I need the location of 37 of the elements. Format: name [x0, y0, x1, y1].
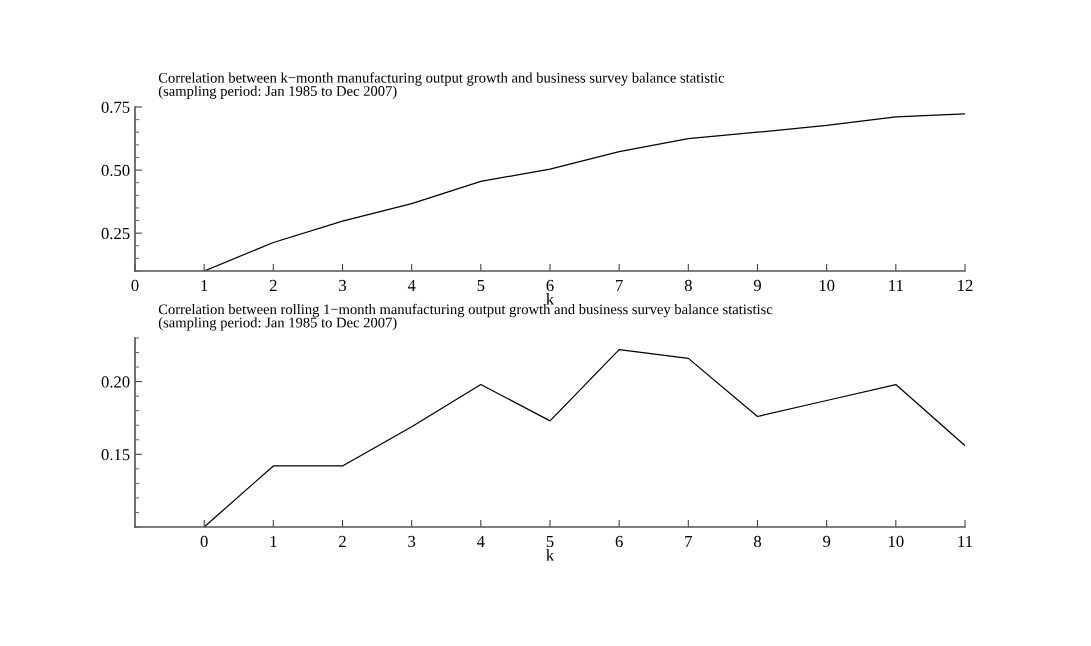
x-tick-label: 10: [888, 535, 904, 548]
x-tick-label: 9: [753, 279, 761, 292]
chart-title: Correlation between k−month manufacturing output growth and business survey balance statistic: [158, 72, 725, 86]
x-tick-label: 4: [476, 535, 485, 547]
x-axis-title: k: [546, 293, 555, 305]
x-tick-label: 0: [131, 279, 139, 292]
x-tick-label: 1: [201, 279, 208, 291]
x-tick-label: 5: [477, 279, 485, 292]
x-tick-label: 1: [270, 535, 277, 547]
x-tick-label: 9: [823, 535, 831, 548]
x-tick-label: 11: [889, 279, 903, 291]
x-axis-title: k: [546, 549, 555, 561]
x-tick-label: 0: [200, 535, 208, 548]
chart-subtitle: (sampling period: Jan 1985 to Dec 2007): [158, 317, 397, 331]
x-tick-label: 7: [685, 535, 693, 547]
x-tick-label: 7: [616, 279, 623, 291]
x-tick-label: 11: [958, 535, 973, 547]
line-series: [203, 113, 965, 271]
x-tick-label: 10: [819, 279, 835, 292]
x-tick-label: 12: [958, 279, 973, 291]
x-tick-label: 3: [408, 535, 416, 548]
x-tick-label: 8: [684, 279, 692, 292]
line-series: [203, 349, 965, 527]
x-tick-label: 2: [339, 535, 346, 547]
x-tick-label: 6: [546, 279, 554, 292]
y-tick-label: 0.20: [101, 376, 130, 388]
x-tick-label: 5: [546, 535, 554, 548]
chart-subtitle: (sampling period: Jan 1985 to Dec 2007): [158, 85, 397, 99]
y-tick-label: 0.50: [101, 164, 130, 177]
y-tick-label: 0.15: [101, 449, 130, 461]
y-tick-label: 0.25: [101, 227, 130, 240]
x-tick-label: 4: [407, 279, 416, 291]
y-tick-label: 0.75: [101, 101, 130, 114]
x-tick-label: 8: [753, 535, 762, 548]
x-tick-label: 6: [615, 535, 623, 548]
x-tick-label: 3: [339, 279, 347, 292]
x-tick-label: 2: [269, 279, 277, 291]
